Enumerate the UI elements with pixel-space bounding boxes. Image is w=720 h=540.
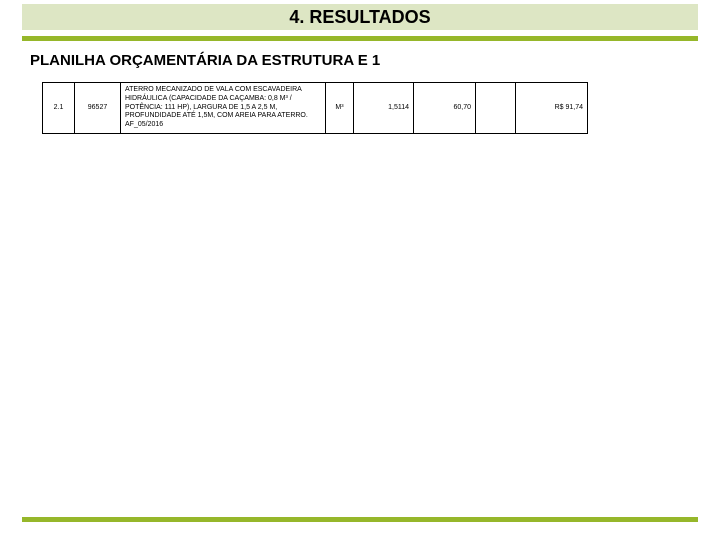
divider-bottom xyxy=(22,517,698,522)
divider-top xyxy=(22,36,698,41)
table-row: 2.1 96527 ATERRO MECANIZADO DE VALA COM … xyxy=(43,83,588,134)
cell-spacer xyxy=(476,83,516,134)
budget-table-container: 2.1 96527 ATERRO MECANIZADO DE VALA COM … xyxy=(42,82,587,134)
subtitle: PLANILHA ORÇAMENTÁRIA DA ESTRUTURA E 1 xyxy=(30,52,380,69)
cell-description: ATERRO MECANIZADO DE VALA COM ESCAVADEIR… xyxy=(121,83,326,134)
page-title: 4. RESULTADOS xyxy=(289,7,430,28)
cell-code: 96527 xyxy=(75,83,121,134)
cell-unit: M³ xyxy=(326,83,354,134)
budget-table: 2.1 96527 ATERRO MECANIZADO DE VALA COM … xyxy=(42,82,588,134)
header-band: 4. RESULTADOS xyxy=(22,4,698,30)
cell-total: R$ 91,74 xyxy=(516,83,588,134)
cell-quantity: 1,5114 xyxy=(354,83,414,134)
cell-unit-rate: 60,70 xyxy=(414,83,476,134)
cell-index: 2.1 xyxy=(43,83,75,134)
